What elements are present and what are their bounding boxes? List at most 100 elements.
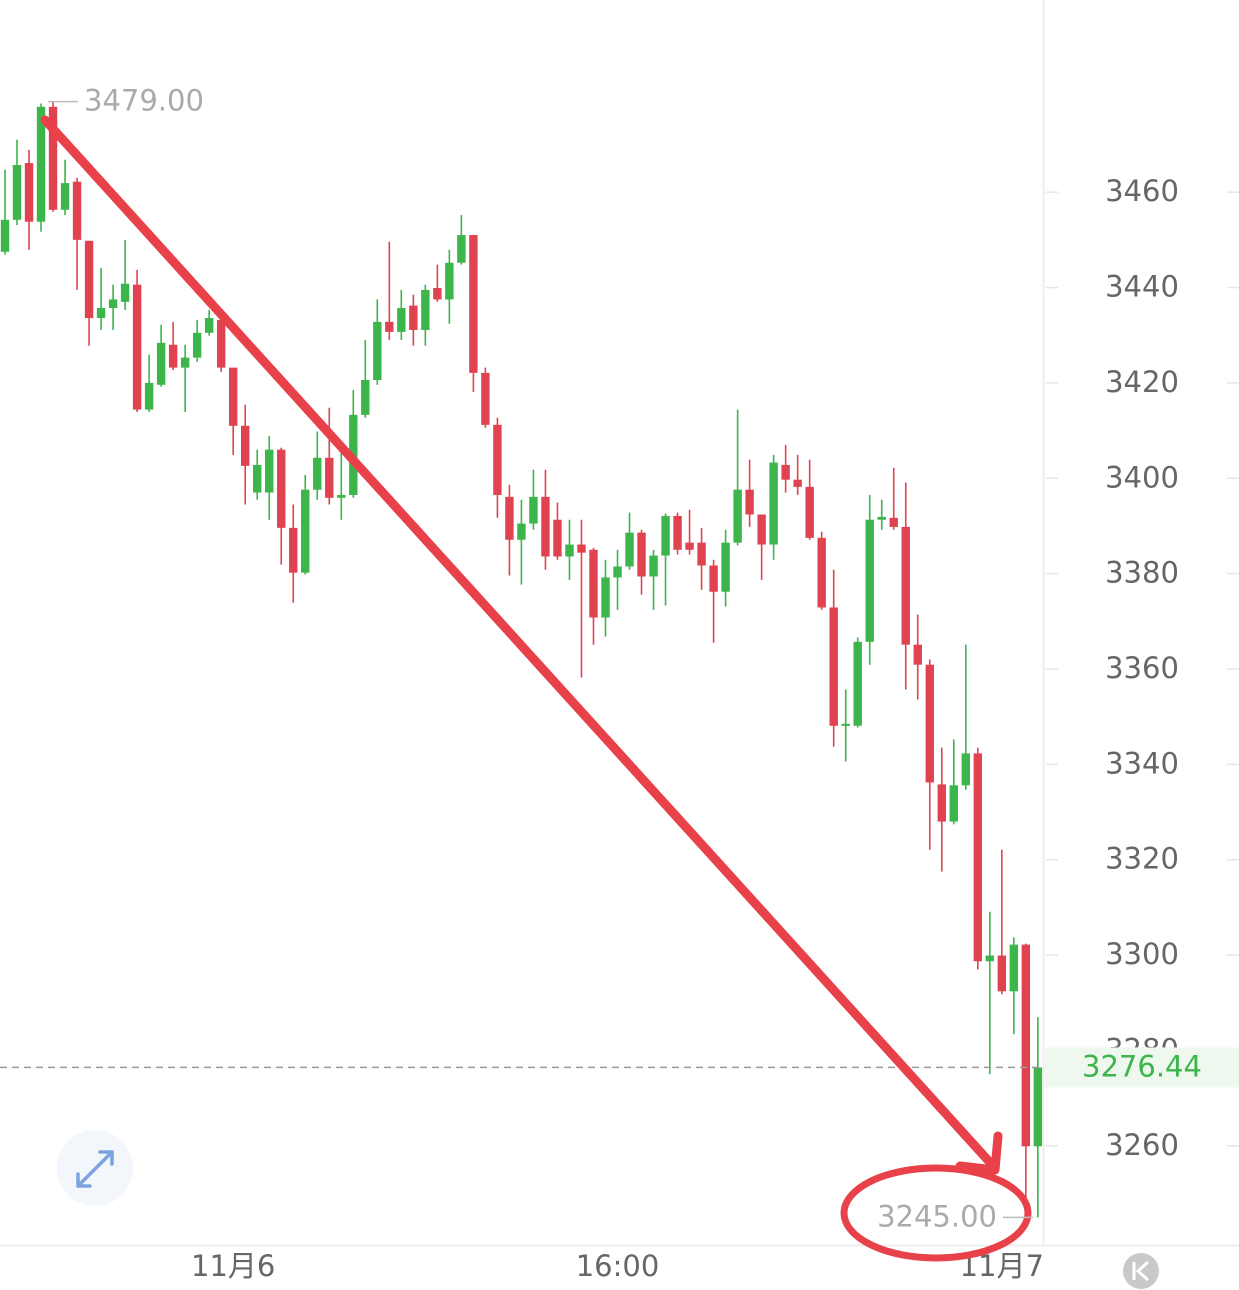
plot: 3260328033003320334033603380340034203440… [0, 101, 1239, 1283]
y-tick-label: 3320 [1105, 842, 1179, 876]
candle-body [565, 544, 574, 557]
candle-body [301, 489, 310, 573]
candle-body [385, 321, 394, 332]
candle-body [96, 308, 106, 319]
y-tick-label: 3400 [1105, 460, 1179, 494]
candle-body [577, 544, 586, 553]
y-tick-label: 3440 [1105, 270, 1179, 304]
candle-body [913, 644, 922, 665]
y-tick-label: 3340 [1105, 746, 1179, 780]
candle-body [781, 464, 790, 480]
candle-body [325, 457, 334, 498]
candle-body [625, 532, 634, 567]
candle-body [877, 516, 886, 520]
candle-body [733, 489, 742, 543]
candle-body [925, 664, 934, 783]
candle-body [541, 496, 550, 557]
candle-body [0, 219, 10, 252]
candle-body [721, 542, 730, 592]
candle-body [901, 526, 910, 645]
y-tick-label: 3420 [1105, 365, 1179, 399]
k-icon[interactable] [1132, 1260, 1150, 1282]
candle-body [144, 382, 154, 410]
candle-body [757, 514, 766, 545]
y-tick-label: 3380 [1105, 556, 1179, 590]
candle-body [889, 517, 898, 527]
candle-body [204, 318, 214, 333]
candle-body [853, 641, 862, 726]
candle-body [1009, 944, 1019, 992]
candle-body [973, 753, 983, 962]
candle-body [817, 537, 826, 608]
candle-body [613, 566, 622, 578]
low-marker-label: 3245.00 [877, 1199, 997, 1233]
candle-body [997, 955, 1007, 992]
candle-body [661, 515, 670, 556]
high-marker-label: 3479.00 [84, 84, 204, 118]
candle-body [637, 532, 646, 577]
candle-body [433, 288, 442, 300]
candle-body [241, 425, 250, 466]
candle-body [505, 496, 514, 540]
candle-body [1021, 944, 1031, 1147]
candle-body [553, 519, 562, 557]
candle-body [829, 607, 838, 726]
candle-body [529, 496, 538, 524]
x-tick-label: 11月6 [191, 1249, 275, 1283]
k-button[interactable] [1123, 1253, 1159, 1289]
candle-body [24, 163, 34, 222]
candle-body [180, 357, 190, 368]
candle-body [937, 784, 946, 822]
candle-body [493, 424, 502, 495]
candle-body [277, 449, 286, 528]
annotation: 3479.00 3245.00 [40, 84, 1033, 1262]
candle-body [445, 262, 454, 300]
last-price-tag [1045, 1047, 1239, 1088]
candle-body [601, 577, 610, 618]
candle-body [36, 106, 46, 222]
candle-body [12, 164, 22, 220]
candle-body [253, 464, 262, 493]
highlight-circle [840, 1164, 1032, 1262]
candle-body [841, 723, 850, 726]
candle-body [865, 519, 874, 642]
candle-body [805, 486, 814, 538]
candle-body [60, 183, 70, 210]
candle-body [517, 523, 526, 540]
y-tick-label: 3300 [1105, 937, 1179, 971]
candle-body [985, 955, 995, 962]
last-price-label: 3276.44 [1082, 1049, 1202, 1083]
candle-body [589, 549, 598, 618]
candle-body [313, 457, 322, 490]
candle-body [132, 284, 142, 410]
k-button-bg[interactable] [1123, 1253, 1159, 1289]
candle-body [168, 344, 178, 368]
candle-body [337, 494, 346, 498]
candle-body [949, 785, 958, 822]
candle-body [457, 235, 466, 263]
candle-body [216, 319, 226, 368]
candle-body [697, 542, 706, 566]
candle-body [421, 289, 430, 330]
x-tick-label: 16:00 [576, 1249, 660, 1283]
candle-body [397, 308, 406, 332]
trend-arrow [40, 115, 1000, 1173]
arrow-head [955, 1131, 1003, 1175]
candle-body [649, 555, 658, 577]
expand-icon[interactable] [76, 1150, 114, 1188]
candle-body [72, 181, 82, 240]
expand-button[interactable] [57, 1130, 133, 1206]
candle-body [769, 462, 778, 545]
candle-body [265, 449, 274, 493]
candle-body [481, 372, 490, 425]
candle-body [373, 321, 382, 381]
candle-body [156, 342, 166, 385]
y-tick-label: 3460 [1105, 174, 1179, 208]
candle-body [793, 479, 802, 487]
candle-body [361, 380, 370, 415]
candle-body [409, 305, 418, 330]
candle-body [469, 235, 478, 373]
candle-body [48, 106, 58, 210]
